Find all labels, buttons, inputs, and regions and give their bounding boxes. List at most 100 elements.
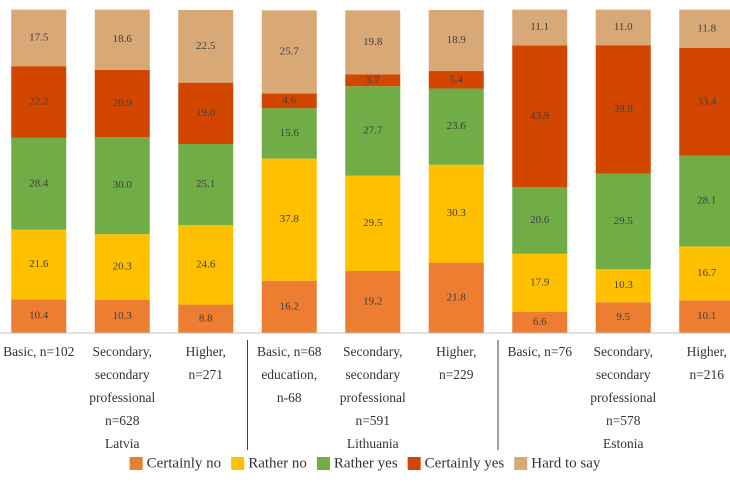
x-tick-label: Basic, n=76: [507, 344, 572, 359]
bar-segment: [679, 9, 730, 48]
x-tick-label: Higher,: [186, 344, 226, 359]
data-label: 11.0: [614, 21, 633, 33]
data-label: 20.3: [113, 260, 133, 272]
bar-segment: [261, 108, 317, 159]
legend-label: Rather no: [248, 455, 307, 471]
x-tick-label: professional: [590, 390, 656, 405]
data-label: 21.8: [447, 291, 467, 303]
bar-segment: [428, 88, 484, 165]
data-label: 11.1: [530, 21, 549, 33]
data-label: 33.4: [697, 95, 717, 107]
bar-segment: [345, 10, 401, 75]
legend-swatch: [316, 457, 330, 470]
x-tick-label: Basic, n=68: [257, 344, 322, 359]
bar-segment: [595, 9, 651, 46]
data-label: 22.2: [29, 96, 48, 108]
bar-segment: [345, 270, 401, 333]
bar-segment: [11, 137, 67, 230]
bar-segment: [178, 10, 234, 83]
data-label: 24.6: [196, 258, 216, 270]
data-label: 5.4: [449, 73, 463, 85]
data-label: 25.1: [196, 178, 215, 190]
bar-segment: [94, 137, 150, 235]
bar-segment: [679, 47, 730, 156]
bar-segment: [94, 69, 150, 138]
legend-label: Certainly no: [147, 455, 222, 471]
bar-segment: [512, 311, 568, 333]
data-label: 29.5: [614, 215, 634, 227]
bar-segment: [679, 300, 730, 333]
data-label: 10.3: [614, 279, 634, 291]
legend-label: Certainly yes: [425, 455, 505, 471]
data-label: 30.0: [113, 179, 133, 191]
x-tick-label: Basic, n=102: [3, 344, 74, 359]
x-tick-label: Secondary,: [343, 344, 402, 359]
data-label: 19.2: [363, 296, 382, 308]
bar-segment: [345, 74, 401, 87]
data-label: 16.7: [697, 267, 717, 279]
x-tick-label: secondary: [345, 367, 400, 382]
bar-segment: [428, 71, 484, 89]
bar-segment: [512, 187, 568, 254]
data-label: 28.1: [697, 195, 716, 207]
bar-segment: [512, 45, 568, 188]
legend-swatch: [407, 457, 421, 470]
bar-segment: [178, 225, 234, 305]
bar-segment: [261, 280, 317, 333]
legend-label: Hard to say: [531, 455, 601, 471]
bar-segment: [428, 262, 484, 333]
data-label: 10.1: [697, 310, 716, 322]
bar-segment: [11, 229, 67, 300]
x-tick-label: n=578: [606, 413, 641, 428]
bar-segment: [512, 253, 568, 312]
data-label: 25.7: [280, 45, 300, 57]
data-label: 9.5: [616, 311, 630, 323]
bar-segment: [428, 164, 484, 263]
bar-segment: [178, 82, 234, 145]
bar-segment: [11, 9, 67, 67]
group-label: Estonia: [603, 436, 644, 451]
bar-segment: [595, 269, 651, 303]
bar-segment: [345, 175, 401, 271]
data-label: 20.6: [530, 214, 550, 226]
bar-segment: [11, 299, 67, 333]
bar-segment: [94, 234, 150, 300]
data-label: 4.6: [282, 94, 296, 106]
data-label: 6.6: [533, 316, 547, 328]
x-tick-label: Secondary,: [594, 344, 653, 359]
data-label: 16.2: [280, 300, 299, 312]
x-tick-label: n-68: [277, 390, 302, 405]
data-label: 17.5: [29, 31, 49, 43]
x-tick-label: n=216: [689, 367, 724, 382]
data-label: 21.6: [29, 258, 49, 270]
x-tick-label: professional: [89, 390, 155, 405]
bar-segment: [512, 9, 568, 46]
bar-segment: [595, 45, 651, 174]
data-label: 30.3: [447, 207, 467, 219]
data-label: 15.6: [280, 127, 300, 139]
data-label: 18.6: [113, 33, 133, 45]
bar-segment: [261, 158, 317, 281]
x-tick-label: secondary: [596, 367, 651, 382]
data-label: 43.9: [530, 110, 550, 122]
data-label: 19.8: [363, 36, 383, 48]
bar-segment: [679, 155, 730, 247]
data-label: 39.8: [614, 103, 634, 115]
bar-segment: [94, 299, 150, 333]
data-label: 17.9: [530, 276, 550, 288]
data-label: 8.8: [199, 312, 213, 324]
x-tick-label: secondary: [95, 367, 150, 382]
data-label: 20.9: [113, 97, 133, 109]
group-label: Lithuania: [347, 436, 399, 451]
bar-segment: [94, 9, 150, 70]
bar-segment: [261, 10, 317, 94]
bar-segment: [11, 66, 67, 138]
x-tick-label: Secondary,: [93, 344, 152, 359]
bar-segment: [428, 10, 484, 72]
x-tick-label: professional: [340, 390, 406, 405]
bar-segment: [595, 173, 651, 270]
data-label: 10.4: [29, 310, 49, 322]
x-tick-label: n=229: [439, 367, 474, 382]
x-tick-label: education,: [261, 367, 317, 382]
data-label: 27.7: [363, 124, 383, 136]
